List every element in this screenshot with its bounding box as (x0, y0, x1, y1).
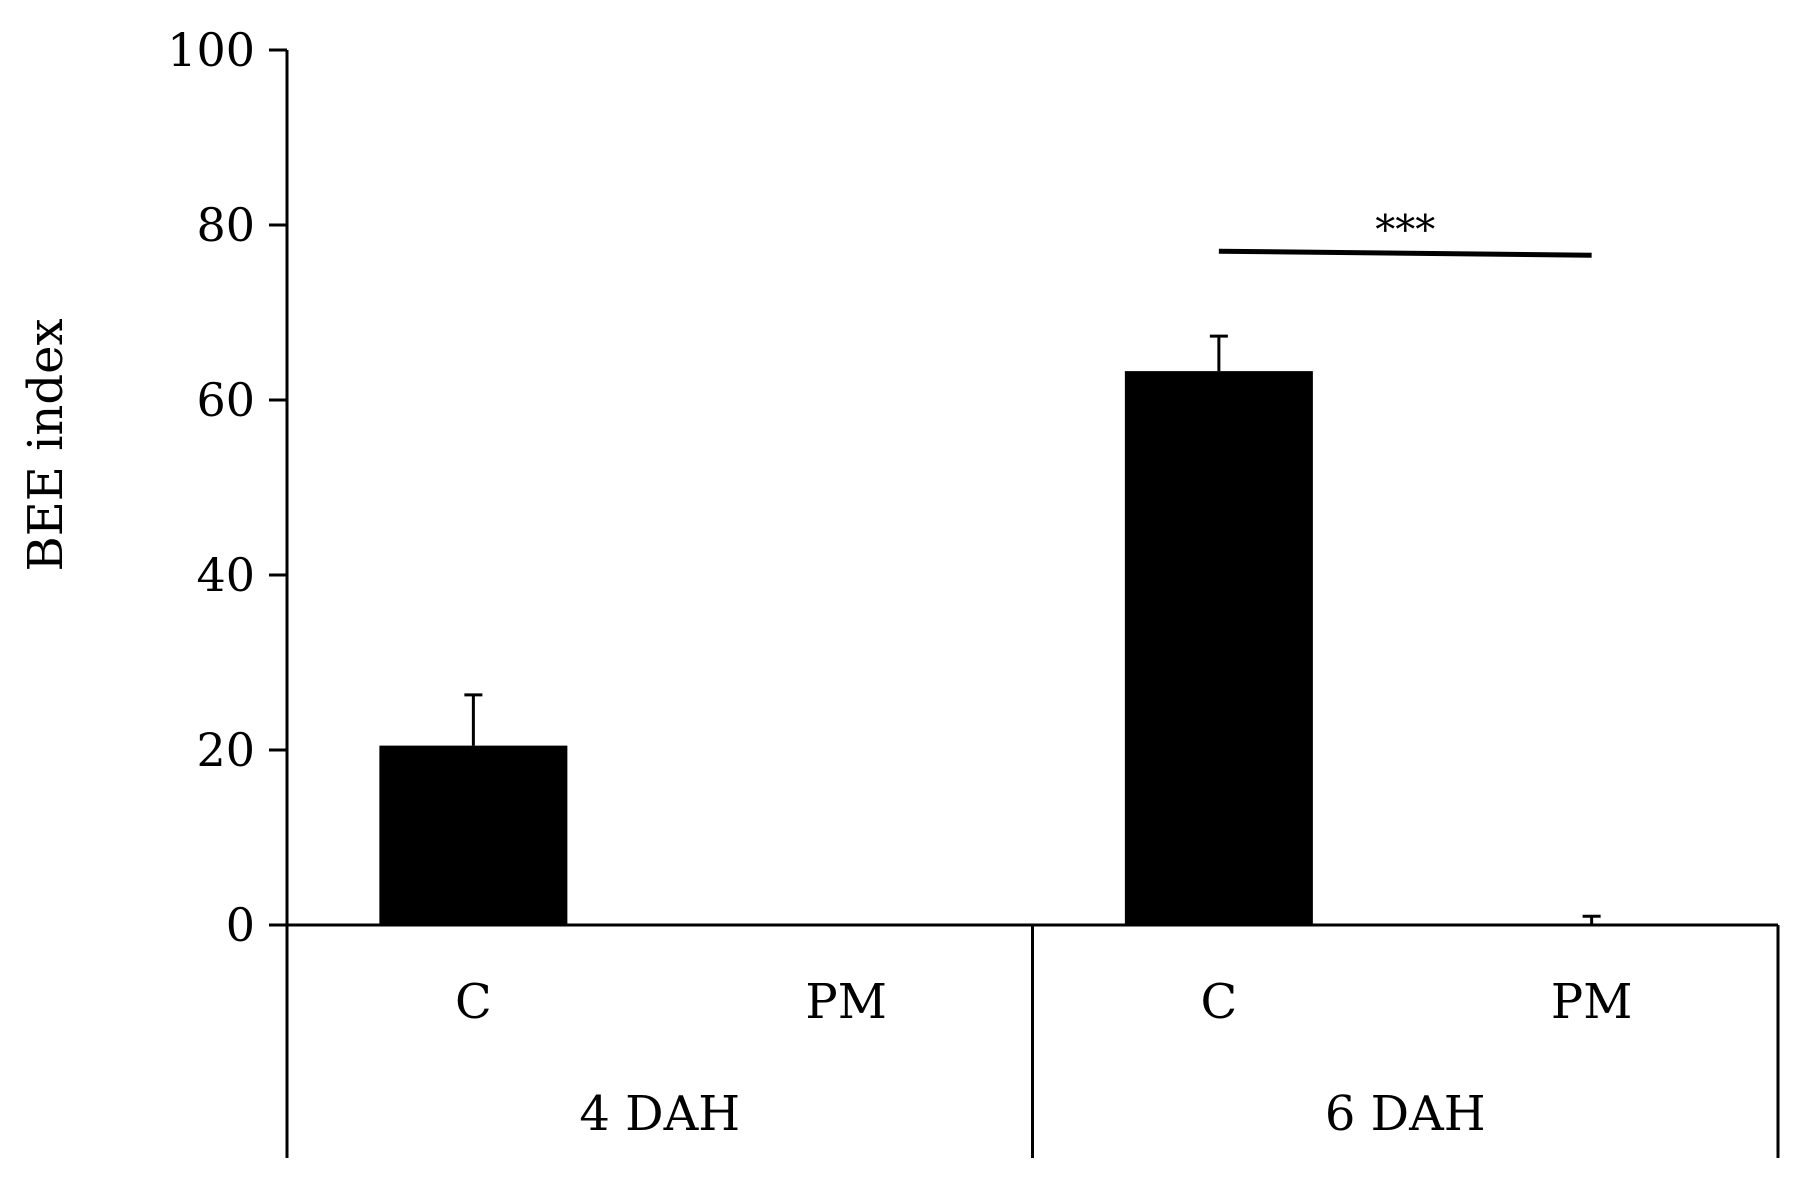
y-axis-title: BEE index (18, 318, 74, 571)
y-tick-label: 20 (196, 723, 255, 777)
x-axis: C PM 4 DAH C PM 6 DAH (285, 923, 1780, 1158)
y-tick-label: 100 (167, 23, 255, 77)
x-group-label: 4 DAH (579, 1086, 740, 1142)
significance-line (1218, 248, 1592, 258)
annotations: *** (1218, 207, 1592, 258)
y-tick-label: 0 (226, 898, 255, 952)
y-tick-label: 80 (196, 198, 255, 252)
x-category-label: C (455, 974, 492, 1030)
bars (379, 334, 1601, 925)
significance-label: *** (1375, 207, 1435, 253)
bar (1124, 371, 1313, 925)
x-category-label: C (1201, 974, 1238, 1030)
x-group-label: 6 DAH (1325, 1086, 1486, 1142)
y-tick-label: 40 (196, 548, 255, 602)
y-axis: 0 20 40 60 80 100 (167, 23, 289, 952)
x-category-label: PM (805, 974, 886, 1030)
y-tick-label: 60 (196, 373, 255, 427)
bar (379, 745, 568, 925)
x-category-label: PM (1551, 974, 1632, 1030)
